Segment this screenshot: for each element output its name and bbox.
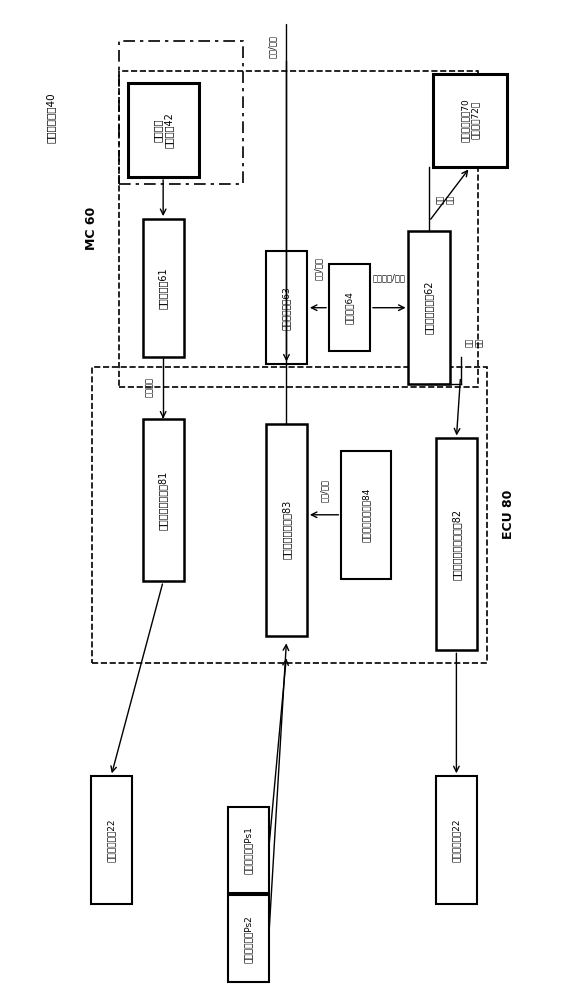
Text: ECU 80: ECU 80 [502, 490, 515, 539]
Bar [266, 424, 307, 636]
Text: 速度控制郦61: 速度控制郦61 [158, 267, 168, 309]
Text: MC 60: MC 60 [85, 207, 98, 250]
Text: 速度控制单元40: 速度控制单元40 [46, 92, 56, 143]
Text: 低负荷化单刷70
（放气阆72）: 低负荷化单刷70 （放气阆72） [460, 98, 480, 142]
Text: 压力检测单元Ps2: 压力检测单元Ps2 [243, 915, 252, 963]
Bar [128, 83, 199, 177]
Text: 待机运转控制单刷84: 待机运转控制单刷84 [361, 488, 370, 542]
Text: 压力检测单元Ps1: 压力检测单元Ps1 [243, 826, 252, 874]
Bar [92, 367, 487, 663]
Text: 堵塞/启动: 堵塞/启动 [320, 479, 329, 502]
Text: 强制再生运转控制单刷82: 强制再生运转控制单刷82 [451, 509, 461, 580]
Bar [436, 776, 477, 904]
Bar [266, 251, 307, 364]
Text: 切換
信号: 切換 信号 [436, 195, 455, 204]
Text: 输入单刷64: 输入单刷64 [345, 291, 354, 324]
Bar [329, 264, 370, 351]
Bar [436, 438, 477, 650]
Text: 开始指令/启动: 开始指令/启动 [373, 274, 406, 283]
Text: 强制再生控制郦62: 强制再生控制郦62 [424, 281, 434, 334]
Text: 切換
信号: 切換 信号 [465, 338, 484, 347]
Bar [341, 451, 391, 579]
Text: 堵塞显示单刷63: 堵塞显示单刷63 [282, 286, 291, 330]
Text: 燃料噴射装置22: 燃料噴射装置22 [452, 818, 461, 862]
Text: 燃料噴射装置22: 燃料噴射装置22 [107, 818, 116, 862]
Bar [143, 419, 184, 581]
Bar [90, 776, 132, 904]
Text: 接通/亮灯: 接通/亮灯 [314, 257, 323, 280]
Bar [409, 231, 450, 384]
Bar [228, 895, 269, 982]
Text: 転速信号: 転速信号 [145, 377, 154, 397]
Text: 堵塞/闪烁: 堵塞/闪烁 [268, 35, 277, 58]
Bar [119, 71, 478, 387]
Text: 正常运转控制单刷81: 正常运转控制单刷81 [158, 470, 168, 530]
Text: 堵积状态判定单刷83: 堵积状态判定单刷83 [282, 500, 292, 559]
Bar [119, 41, 243, 184]
Bar [433, 74, 507, 167]
Text: 控制压力
检测单刷42: 控制压力 检测单刷42 [152, 112, 174, 148]
Bar [143, 219, 184, 357]
Bar [228, 807, 269, 893]
